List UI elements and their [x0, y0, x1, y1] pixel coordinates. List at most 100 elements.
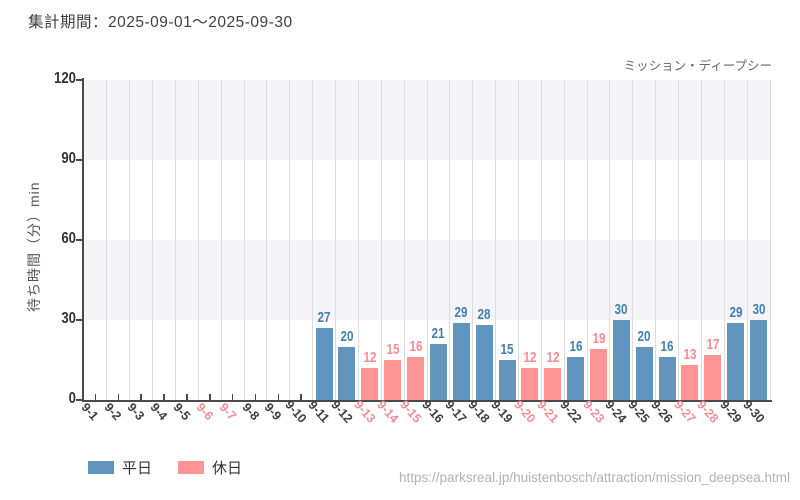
y-tick: [76, 79, 82, 81]
gridline-vertical: [335, 80, 337, 400]
gridline-vertical: [152, 80, 154, 400]
x-tick: [277, 394, 280, 400]
gridline-vertical: [655, 80, 657, 400]
gridline-vertical: [586, 80, 588, 400]
bar-value-label-9-25: 20: [637, 327, 651, 345]
bar-9-17: [452, 322, 470, 400]
x-tick-label-9-5: 9-5: [170, 400, 193, 424]
bar-value-label-9-24: 30: [614, 301, 628, 318]
y-tick-label-30: 30: [61, 310, 76, 327]
bar-9-24: [612, 320, 630, 400]
gridline-vertical: [197, 80, 199, 400]
gridline-vertical: [517, 80, 519, 400]
x-axis-line: [82, 400, 772, 402]
y-tick: [76, 239, 82, 241]
gridline-vertical: [403, 80, 405, 400]
bar-9-11: [315, 328, 333, 400]
bar-value-label-9-18: 28: [477, 306, 491, 324]
x-tick-label-9-8: 9-8: [239, 400, 262, 424]
bar-9-23: [590, 349, 607, 400]
bar-value-label-9-15: 16: [409, 338, 423, 356]
bar-9-18: [475, 325, 493, 400]
bar-9-20: [521, 368, 539, 400]
legend-swatch: [88, 461, 114, 474]
x-tick-label-9-1: 9-1: [78, 400, 102, 424]
legend-item-weekday: 平日: [88, 457, 152, 478]
bar-value-label-9-11: 27: [317, 309, 331, 326]
bar-9-12: [338, 346, 356, 400]
gridline-vertical: [220, 80, 222, 400]
bar-9-14: [384, 360, 402, 400]
bar-value-label-9-12: 20: [340, 327, 354, 345]
x-tick-label-9-3: 9-3: [124, 400, 148, 424]
bar-value-label-9-27: 13: [683, 346, 697, 364]
gridline-vertical: [700, 80, 702, 400]
gridline-vertical: [312, 80, 314, 400]
y-tick: [76, 399, 82, 401]
bar-9-16: [429, 344, 447, 400]
x-tick-label-9-9: 9-9: [261, 400, 285, 424]
gridline-vertical: [426, 80, 428, 400]
bar-value-label-9-21: 12: [546, 349, 560, 366]
x-tick: [186, 394, 188, 400]
gridline-vertical: [129, 80, 131, 400]
source-url: https://parksreal.jp/huistenbosch/attrac…: [399, 470, 790, 485]
bar-9-19: [498, 360, 516, 400]
y-tick-label-120: 120: [54, 70, 76, 87]
bar-value-label-9-13: 12: [363, 349, 377, 366]
gridline-vertical: [289, 80, 291, 400]
x-tick: [209, 394, 211, 400]
bar-value-label-9-30: 30: [752, 301, 766, 318]
x-tick: [300, 394, 302, 400]
page-title: 集計期間：2025-09-01～2025-09-30: [28, 14, 293, 31]
legend-item-holiday: 休日: [178, 457, 242, 478]
y-tick: [76, 159, 82, 161]
bar-value-label-9-17: 29: [454, 303, 468, 321]
x-tick: [163, 394, 165, 400]
bar-value-label-9-23: 19: [591, 330, 606, 348]
x-tick-label-9-2: 9-2: [101, 400, 125, 424]
x-tick: [140, 394, 142, 400]
y-tick-label-0: 0: [68, 390, 76, 407]
bar-9-22: [567, 357, 585, 400]
bar-value-label-9-14: 15: [386, 341, 400, 358]
gridline-vertical: [540, 80, 542, 400]
bar-9-29: [727, 322, 745, 400]
legend-label-weekday: 平日: [122, 460, 153, 477]
gridline-vertical: [243, 80, 245, 400]
gridline-vertical: [174, 80, 176, 400]
gridline-vertical: [563, 80, 565, 400]
gridline-vertical: [472, 80, 474, 400]
x-tick-label-9-6: 9-6: [193, 400, 216, 424]
bar-9-27: [681, 365, 699, 400]
y-axis-line: [82, 78, 84, 402]
y-tick: [76, 319, 82, 321]
bar-9-25: [635, 346, 653, 400]
x-tick: [231, 394, 234, 400]
bar-value-label-9-19: 15: [500, 341, 514, 358]
plot-area: 9-1 9-2 9-3 9-4 9-5 9-6 9-7 9-8 9-9 9-10 9-11 27 9-1…: [79, 78, 772, 426]
legend: 平日 休日: [88, 457, 242, 478]
attraction-name: ミッション・ディープシー: [623, 59, 772, 73]
gridline-vertical: [266, 80, 268, 400]
gridline-vertical: [746, 80, 748, 400]
bar-value-label-9-22: 16: [569, 338, 583, 356]
y-tick-label-60: 60: [61, 230, 76, 247]
bar-9-13: [361, 368, 379, 400]
bar-value-label-9-29: 29: [729, 303, 743, 321]
x-tick: [94, 394, 97, 400]
x-tick-label-9-4: 9-4: [147, 400, 171, 424]
bar-9-28: [704, 354, 722, 400]
x-tick: [254, 394, 257, 400]
x-tick-label-9-7: 9-7: [216, 400, 239, 424]
bar-value-label-9-28: 17: [706, 335, 720, 353]
legend-label-holiday: 休日: [212, 460, 243, 477]
gridline-vertical: [678, 80, 680, 400]
x-tick: [117, 394, 120, 400]
gridline-vertical: [106, 80, 108, 400]
bar-value-label-9-20: 12: [523, 349, 537, 366]
bar-9-30: [750, 320, 768, 400]
bar-9-15: [407, 357, 425, 400]
gridline-vertical: [769, 80, 771, 400]
gridline-vertical: [632, 80, 634, 400]
